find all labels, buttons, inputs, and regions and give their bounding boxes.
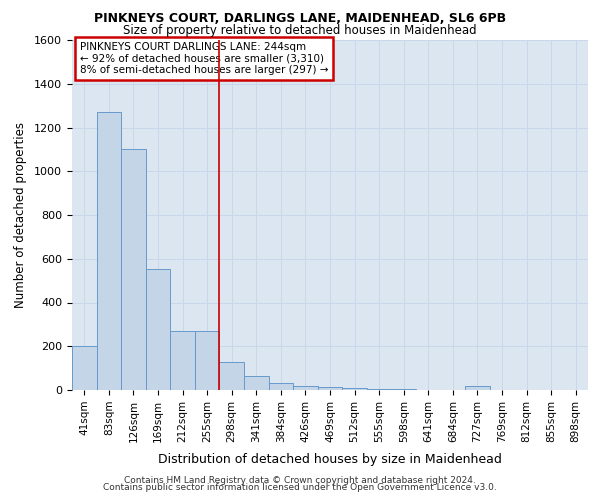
Text: Contains public sector information licensed under the Open Government Licence v3: Contains public sector information licen… (103, 484, 497, 492)
X-axis label: Distribution of detached houses by size in Maidenhead: Distribution of detached houses by size … (158, 453, 502, 466)
Bar (170, 331, 195, 390)
Bar (269, 384, 293, 390)
Bar (220, 362, 244, 390)
Y-axis label: Number of detached properties: Number of detached properties (14, 122, 27, 308)
Bar (195, 331, 220, 390)
Bar (146, 268, 170, 390)
Text: Contains HM Land Registry data © Crown copyright and database right 2024.: Contains HM Land Registry data © Crown c… (124, 476, 476, 485)
Bar (342, 388, 367, 390)
Bar (121, 150, 146, 390)
Text: Size of property relative to detached houses in Maidenhead: Size of property relative to detached ho… (123, 24, 477, 37)
Bar (465, 386, 490, 390)
Bar (293, 386, 318, 390)
Bar (97, 112, 121, 390)
Bar (367, 389, 391, 390)
Text: PINKNEYS COURT DARLINGS LANE: 244sqm
← 92% of detached houses are smaller (3,310: PINKNEYS COURT DARLINGS LANE: 244sqm ← 9… (80, 42, 328, 75)
Bar (72, 346, 97, 390)
Bar (318, 388, 342, 390)
Bar (244, 376, 269, 390)
Text: PINKNEYS COURT, DARLINGS LANE, MAIDENHEAD, SL6 6PB: PINKNEYS COURT, DARLINGS LANE, MAIDENHEA… (94, 12, 506, 26)
